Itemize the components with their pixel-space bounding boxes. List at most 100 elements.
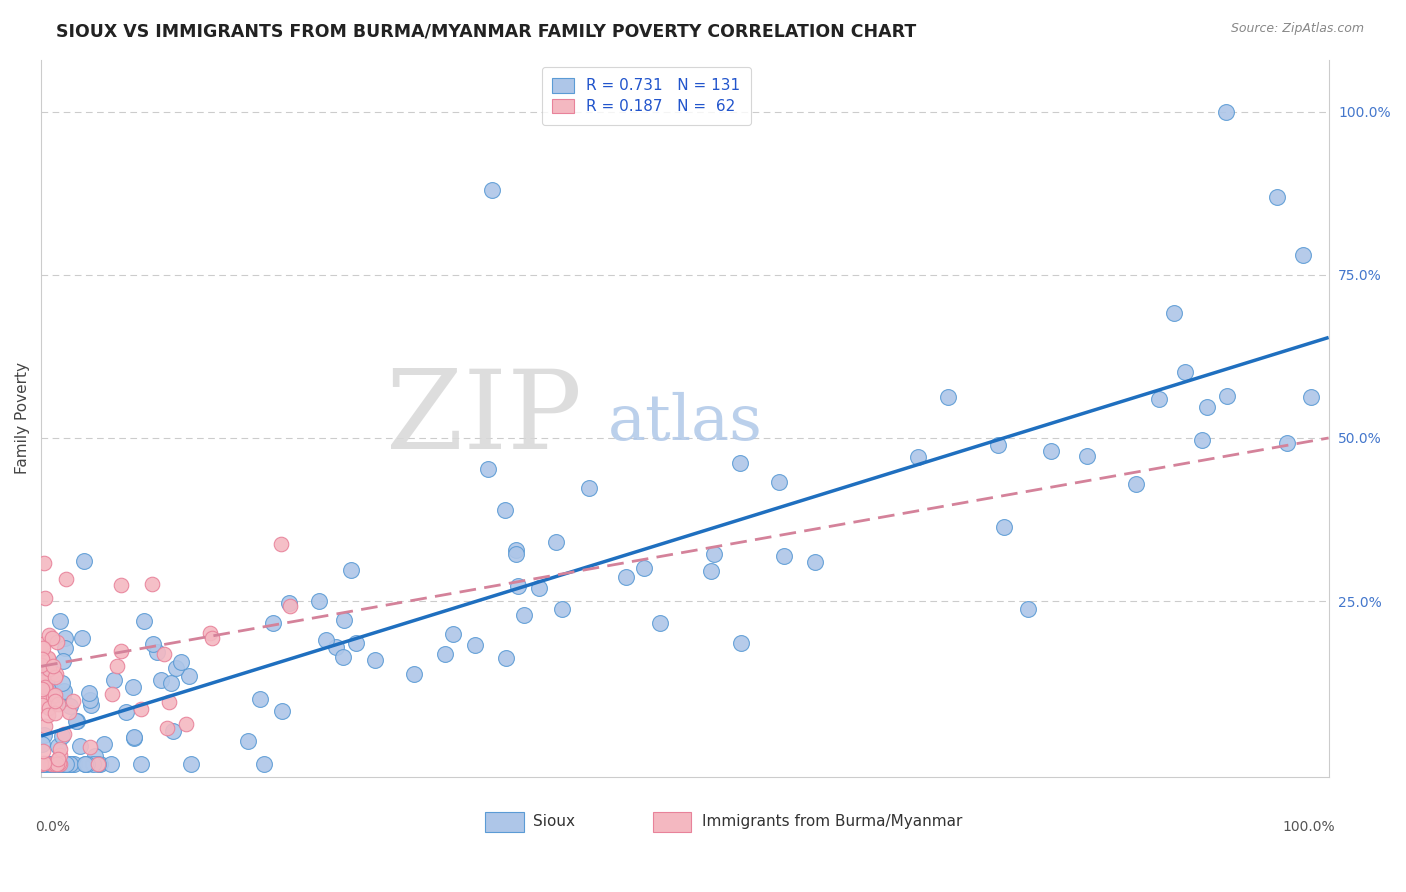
Point <box>700 565 723 579</box>
Point <box>30 658 52 673</box>
Point <box>134 614 156 628</box>
Point <box>122 731 145 745</box>
Point <box>44 757 66 772</box>
Point <box>1147 392 1170 407</box>
Point <box>65 714 87 728</box>
Point <box>333 614 356 628</box>
Point <box>59 699 82 714</box>
Point <box>1174 365 1197 379</box>
Point <box>79 693 101 707</box>
Point <box>1017 602 1039 616</box>
Point <box>174 717 197 731</box>
Point <box>75 757 97 772</box>
Point <box>907 450 929 464</box>
Point <box>32 744 55 758</box>
Point <box>464 638 486 652</box>
Point <box>45 757 67 772</box>
Point <box>42 757 65 772</box>
Point <box>121 680 143 694</box>
Point <box>41 757 63 772</box>
Point <box>198 625 221 640</box>
Point <box>53 757 76 772</box>
Point <box>495 651 517 665</box>
Point <box>42 659 65 673</box>
Point <box>155 721 177 735</box>
Point <box>46 752 69 766</box>
Point <box>48 757 70 772</box>
Point <box>46 757 69 772</box>
Point <box>494 503 516 517</box>
Point <box>44 693 66 707</box>
Point <box>51 757 73 772</box>
Point <box>53 641 76 656</box>
Point <box>82 757 104 772</box>
Point <box>34 680 56 694</box>
Point <box>37 708 59 723</box>
Point <box>270 537 292 551</box>
Point <box>53 727 76 741</box>
Point <box>141 577 163 591</box>
Point <box>93 737 115 751</box>
Point <box>513 607 536 622</box>
Text: 100.0%: 100.0% <box>1282 821 1336 834</box>
Point <box>48 757 70 772</box>
Point <box>44 757 66 772</box>
Point <box>32 671 55 685</box>
FancyBboxPatch shape <box>652 812 692 831</box>
Point <box>31 640 53 655</box>
Point <box>236 733 259 747</box>
Point <box>34 591 56 605</box>
Point <box>55 631 77 645</box>
Point <box>1076 450 1098 464</box>
Point <box>32 556 55 570</box>
Point <box>41 757 63 772</box>
Point <box>45 666 67 681</box>
Point <box>110 577 132 591</box>
Point <box>72 631 94 645</box>
Point <box>48 741 70 756</box>
Point <box>32 637 55 651</box>
Text: Immigrants from Burma/Myanmar: Immigrants from Burma/Myanmar <box>702 814 962 830</box>
Point <box>278 599 301 613</box>
Point <box>31 652 53 666</box>
Point <box>332 649 354 664</box>
Point <box>1265 189 1288 203</box>
Point <box>129 757 152 772</box>
Point <box>150 673 173 687</box>
Text: ZIP: ZIP <box>385 365 582 472</box>
Point <box>59 757 82 772</box>
Point <box>60 757 83 772</box>
Point <box>115 705 138 719</box>
Point <box>1292 248 1315 262</box>
Point <box>65 714 87 729</box>
Point <box>648 615 671 630</box>
Point <box>38 701 60 715</box>
Point <box>31 698 53 713</box>
Point <box>69 739 91 753</box>
Point <box>48 757 70 772</box>
Point <box>34 659 56 673</box>
Point <box>77 686 100 700</box>
Point <box>1197 401 1219 415</box>
Point <box>79 740 101 755</box>
Point <box>46 635 69 649</box>
Point <box>165 660 187 674</box>
Point <box>56 757 79 772</box>
Point <box>481 183 503 197</box>
Text: atlas: atlas <box>607 392 762 452</box>
Point <box>51 676 73 690</box>
Point <box>32 690 55 705</box>
Point <box>1277 436 1299 450</box>
Point <box>344 636 367 650</box>
Point <box>89 757 111 772</box>
Point <box>46 739 69 753</box>
Point <box>48 756 70 771</box>
Point <box>441 627 464 641</box>
Point <box>1191 434 1213 448</box>
Point <box>363 653 385 667</box>
Point <box>253 757 276 772</box>
Point <box>53 683 76 698</box>
Point <box>58 705 80 719</box>
Point <box>162 723 184 738</box>
Point <box>31 674 53 689</box>
